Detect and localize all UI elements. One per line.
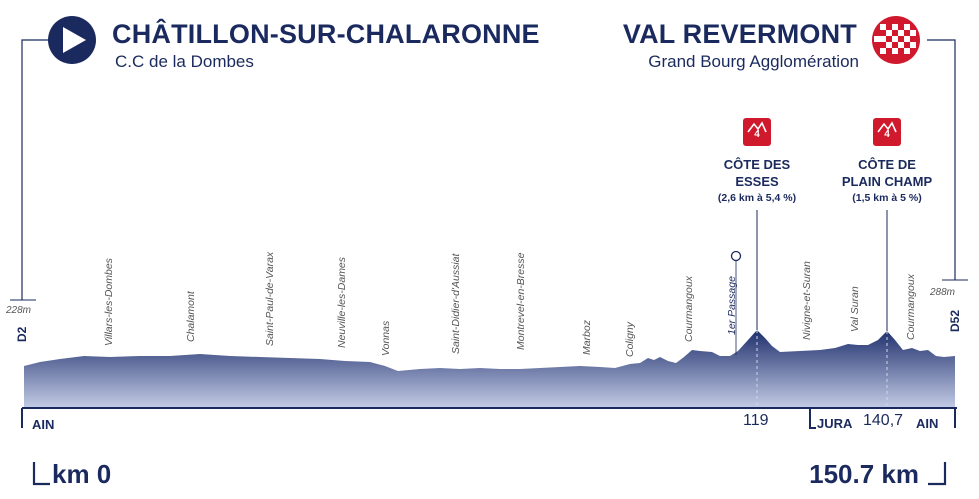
climb-1-name-line1: CÔTE DES [723, 157, 791, 172]
village-label: Courmangoux [683, 276, 695, 342]
village-label: Marboz [581, 319, 593, 355]
first-passage-marker [730, 250, 742, 262]
climb-1-name-line2: ESSES [735, 174, 779, 189]
start-city-title: CHÂTILLON-SUR-CHALARONNE [112, 19, 540, 49]
climb-2-name-line1: CÔTE DE [858, 157, 916, 172]
region-start: AIN [32, 417, 55, 432]
climb-1-category-badge [743, 118, 771, 146]
climb-1-category-number: 4 [754, 129, 760, 140]
village-label: Val Suran [849, 286, 861, 332]
village-label: Coligny [624, 321, 636, 357]
village-label: Villars-les-Dombes [103, 258, 115, 346]
climb-2-category-number: 4 [884, 129, 890, 140]
start-km-label: km 0 [52, 459, 112, 489]
start-km-bracket [32, 462, 50, 486]
village-label: Vonnas [380, 320, 392, 356]
village-label: Chalamont [185, 291, 197, 342]
climb-1-name: CÔTE DES ESSES [697, 156, 817, 190]
climb-2-name: CÔTE DE PLAIN CHAMP [827, 156, 947, 190]
village-label: 1er Passage [726, 276, 738, 335]
finish-flag-icon [872, 16, 920, 64]
village-label: Nivigne-et-Suran [801, 261, 813, 340]
village-label: Courmangoux [905, 274, 917, 340]
elevation-profile [24, 330, 955, 408]
region-finish: AIN [916, 416, 939, 431]
start-connector-line [21, 39, 50, 300]
finish-km-bracket [928, 462, 947, 486]
village-label: Montrevel-en-Bresse [515, 252, 527, 350]
region-jura: JURA [817, 416, 853, 431]
finish-km-label: 150.7 km [809, 459, 919, 489]
region-separator-jura [809, 408, 816, 429]
finish-altitude: 288m [930, 287, 956, 298]
village-label: Neuville-les-Dames [336, 256, 348, 348]
finish-city-subtitle: Grand Bourg Agglomération [648, 52, 859, 71]
finish-road-label: D52 [948, 309, 962, 332]
village-label: Saint-Paul-de-Varax [264, 251, 276, 346]
village-label: Saint-Didier-d'Aussiat [450, 253, 462, 354]
start-altitude: 228m [6, 305, 32, 316]
start-flag-icon [48, 16, 96, 64]
climb-2-detail: (1,5 km à 5 %) [852, 192, 922, 204]
climb-1-km: 119 [743, 412, 769, 429]
start-road-label: D2 [15, 326, 29, 342]
climb-2-name-line2: PLAIN CHAMP [841, 174, 933, 189]
start-city-subtitle: C.C de la Dombes [115, 52, 254, 71]
finish-city-title: VAL REVERMONT [622, 19, 857, 49]
finish-connector-line [927, 39, 956, 280]
climb-2-km: 140,7 [863, 412, 904, 429]
climb-2-category-badge [873, 118, 901, 146]
climb-1-detail: (2,6 km à 5,4 %) [717, 192, 797, 204]
